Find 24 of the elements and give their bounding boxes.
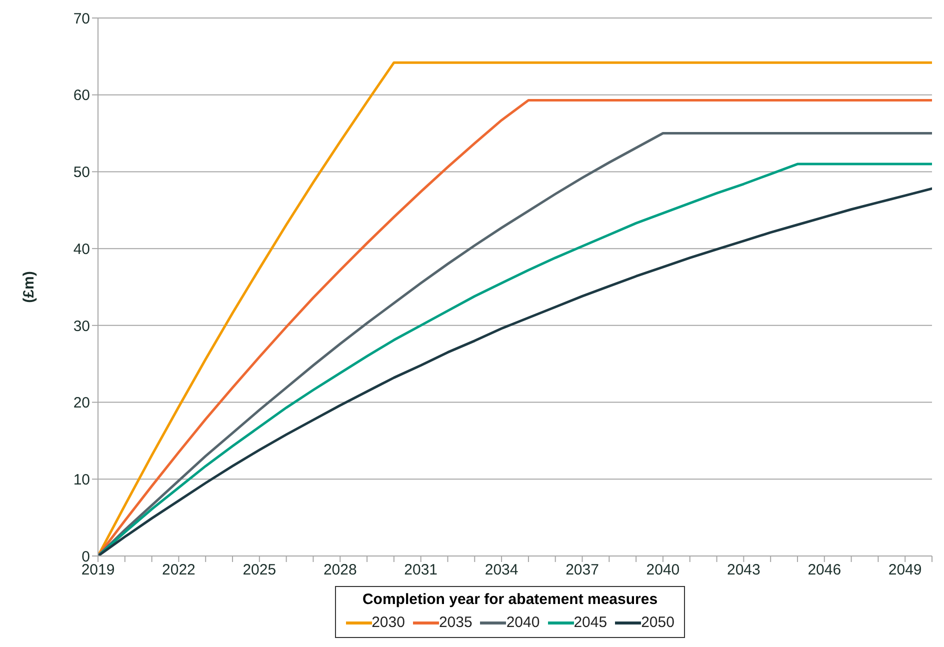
x-tick-label: 2049 [888, 562, 922, 579]
x-tick-label: 2025 [242, 562, 276, 579]
x-tick-label: 2037 [566, 562, 599, 579]
x-tick-label: 2040 [646, 562, 680, 579]
y-tick-label: 70 [73, 10, 90, 28]
y-axis-title: (£m) [20, 271, 38, 303]
legend-title: Completion year for abatement measures [361, 591, 659, 608]
y-tick-label: 50 [73, 164, 90, 182]
x-tick-label: 2046 [808, 562, 842, 579]
legend-label: 2050 [641, 614, 674, 631]
x-tick-label: 2022 [162, 562, 196, 579]
y-tick-label: 10 [73, 471, 90, 488]
x-tick-label: 2031 [404, 562, 438, 579]
y-tick-label: 20 [73, 394, 90, 412]
y-tick-label: 30 [73, 318, 90, 335]
legend-label: 2045 [574, 614, 608, 631]
x-tick-label: 2028 [323, 562, 357, 579]
y-tick-label: 60 [73, 87, 90, 104]
x-tick-label: 2034 [484, 562, 518, 579]
y-tick-label: 40 [73, 240, 90, 258]
legend-label: 2035 [438, 614, 472, 631]
legend-label: 2030 [372, 614, 405, 631]
legend-label: 2040 [506, 614, 540, 631]
x-tick-label: 2043 [726, 562, 760, 579]
